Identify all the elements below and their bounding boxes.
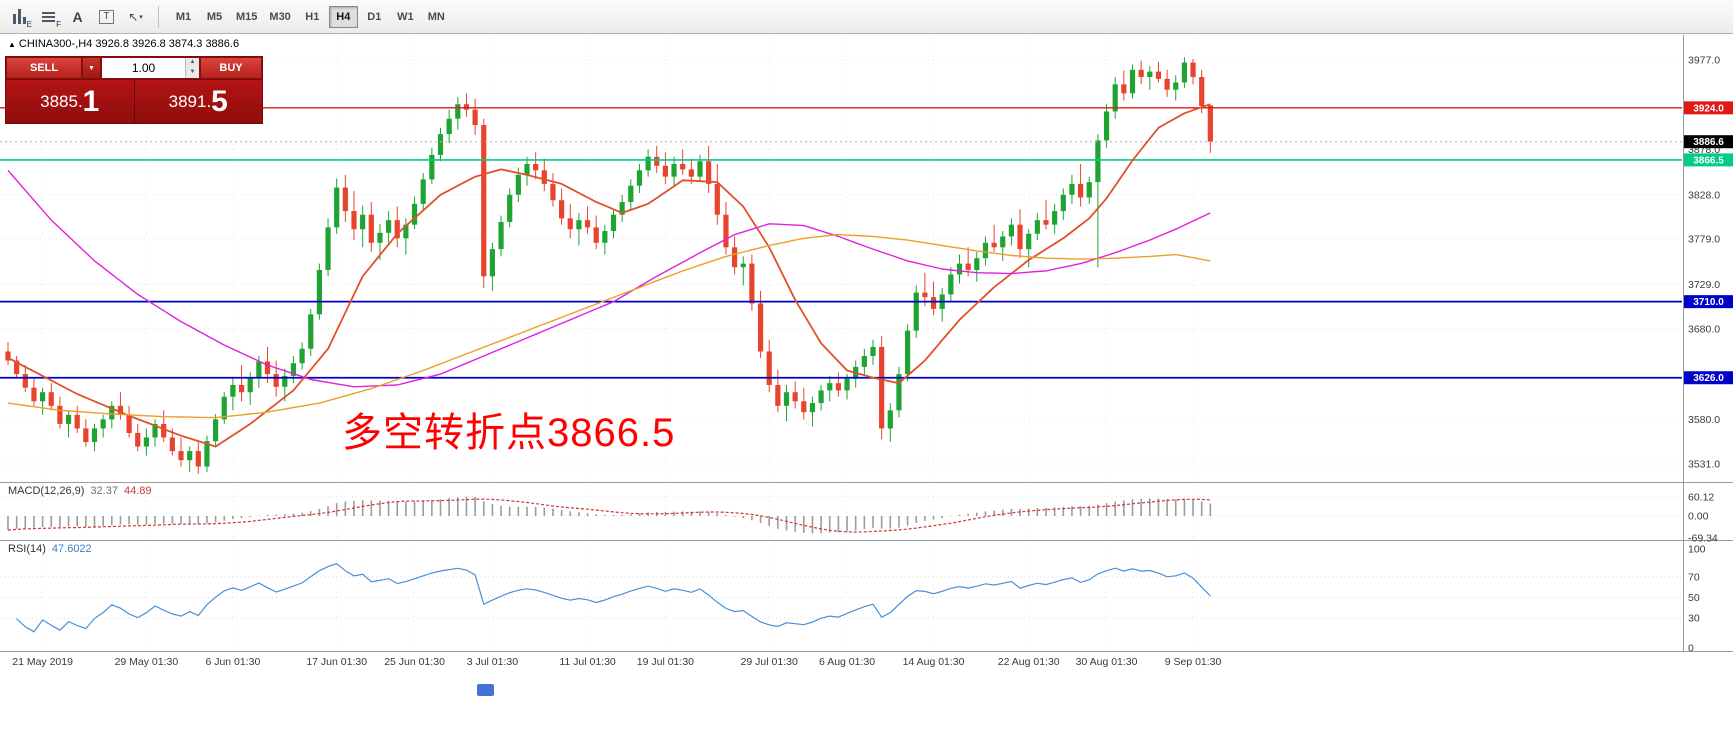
chart-mode-sub-label: E [26, 19, 32, 29]
trade-panel-controls: SELL ▼ 1.00 ▲ ▼ BUY [6, 57, 262, 79]
svg-text:30 Aug 01:30: 30 Aug 01:30 [1076, 656, 1138, 668]
candlestick-glyph [12, 9, 27, 24]
chevron-down-icon: ▾ [139, 13, 143, 21]
svg-text:3924.0: 3924.0 [1693, 103, 1724, 114]
stepper-down-icon[interactable]: ▼ [186, 68, 199, 78]
volume-input[interactable]: 1.00 ▲ ▼ [101, 57, 200, 79]
list-glyph [42, 10, 55, 24]
one-click-trade-panel: SELL ▼ 1.00 ▲ ▼ BUY 3885. 1 3891. 5 [5, 56, 263, 124]
buy-button[interactable]: BUY [200, 57, 262, 79]
timeframe-M5[interactable]: M5 [200, 6, 229, 28]
svg-text:-69.34: -69.34 [1688, 533, 1718, 545]
macd-indicator-label: MACD(12,26,9) 32.37 44.89 [8, 485, 151, 497]
svg-text:3580.0: 3580.0 [1688, 414, 1720, 426]
svg-text:19 Jul 01:30: 19 Jul 01:30 [637, 656, 694, 668]
macd-main-value: 32.37 [90, 485, 118, 497]
timeframe-M1[interactable]: M1 [169, 6, 198, 28]
svg-text:6 Jun 01:30: 6 Jun 01:30 [205, 656, 260, 668]
macd-signal-value: 44.89 [123, 485, 152, 497]
svg-text:3886.6: 3886.6 [1693, 137, 1724, 148]
svg-text:29 Jul 01:30: 29 Jul 01:30 [741, 656, 798, 668]
rsi-indicator-label: RSI(14) 47.6022 [8, 543, 92, 555]
sell-price[interactable]: 3885. 1 [6, 80, 135, 123]
volume-stepper: ▲ ▼ [185, 58, 199, 78]
macd-title: MACD(12,26,9) [8, 485, 85, 497]
timeframe-M30[interactable]: M30 [264, 6, 295, 28]
svg-text:3866.5: 3866.5 [1693, 155, 1724, 166]
timeframe-D1[interactable]: D1 [360, 6, 389, 28]
svg-text:22 Aug 01:30: 22 Aug 01:30 [998, 656, 1060, 668]
svg-text:3828.0: 3828.0 [1688, 189, 1720, 201]
text-box-tool-icon[interactable]: T [93, 5, 120, 29]
buy-price[interactable]: 3891. 5 [135, 80, 263, 123]
svg-text:3 Jul 01:30: 3 Jul 01:30 [467, 656, 519, 668]
indicator-list-icon[interactable]: F [35, 5, 62, 29]
trade-panel-prices: 3885. 1 3891. 5 [6, 79, 262, 123]
text-label-tool-icon[interactable]: A [64, 5, 91, 29]
timeframe-MN[interactable]: MN [422, 6, 451, 28]
chevron-down-icon: ▼ [88, 64, 95, 72]
timeframe-toolbar: M1 M5 M15 M30 H1 H4 D1 W1 MN [168, 5, 452, 28]
volume-value: 1.00 [131, 61, 156, 75]
svg-text:3729.0: 3729.0 [1688, 279, 1720, 291]
rsi-value: 47.6022 [51, 543, 92, 555]
svg-text:60.12: 60.12 [1688, 491, 1714, 503]
svg-text:9 Sep 01:30: 9 Sep 01:30 [1165, 656, 1222, 668]
timeframe-M15[interactable]: M15 [231, 6, 262, 28]
buy-price-main: 3891. [168, 91, 212, 111]
sell-price-main: 3885. [40, 91, 83, 111]
svg-text:3977.0: 3977.0 [1688, 54, 1720, 66]
text-label-glyph: A [72, 8, 83, 25]
svg-text:50: 50 [1688, 592, 1700, 604]
buy-price-big-digit: 5 [211, 84, 228, 118]
svg-text:21 May 2019: 21 May 2019 [12, 656, 73, 668]
symbol-header: ▲ CHINA300-,H4 3926.8 3926.8 3874.3 3886.… [8, 38, 239, 50]
svg-text:3779.0: 3779.0 [1688, 234, 1720, 246]
svg-text:3710.0: 3710.0 [1693, 297, 1724, 308]
svg-text:17 Jun 01:30: 17 Jun 01:30 [306, 656, 367, 668]
svg-text:3680.0: 3680.0 [1688, 323, 1720, 335]
symbol-marker-icon: ▲ [8, 40, 16, 49]
symbol-ohlc-text: CHINA300-,H4 3926.8 3926.8 3874.3 3886.6 [18, 38, 240, 50]
cursor-tool-icon[interactable]: ↖ ▾ [122, 5, 149, 29]
toolbar: E F A T ↖ ▾ M1 M5 M15 M30 H1 H4 D1 W1 MN [0, 0, 1733, 34]
volume-dropdown-button[interactable]: ▼ [82, 57, 101, 79]
svg-text:25 Jun 01:30: 25 Jun 01:30 [384, 656, 445, 668]
indicator-list-sub-label: F [56, 19, 61, 29]
svg-text:29 May 01:30: 29 May 01:30 [115, 656, 179, 668]
svg-text:30: 30 [1688, 613, 1700, 625]
timeframe-H1[interactable]: H1 [298, 6, 327, 28]
timeframe-H4[interactable]: H4 [328, 5, 358, 28]
blue-marker [477, 684, 494, 696]
svg-text:0: 0 [1688, 643, 1694, 655]
svg-text:3531.0: 3531.0 [1688, 458, 1720, 470]
timeframe-W1[interactable]: W1 [391, 6, 420, 28]
svg-text:0.00: 0.00 [1688, 511, 1709, 523]
cursor-glyph: ↖ [128, 9, 139, 24]
svg-text:14 Aug 01:30: 14 Aug 01:30 [903, 656, 965, 668]
svg-text:6 Aug 01:30: 6 Aug 01:30 [819, 656, 875, 668]
svg-text:70: 70 [1688, 571, 1700, 583]
svg-text:100: 100 [1688, 544, 1706, 556]
chart-mode-icon[interactable]: E [6, 5, 33, 29]
sell-button[interactable]: SELL [6, 57, 82, 79]
text-box-glyph: T [99, 9, 114, 24]
rsi-title: RSI(14) [8, 543, 46, 555]
sell-price-big-digit: 1 [82, 84, 100, 118]
stepper-up-icon[interactable]: ▲ [186, 58, 199, 68]
svg-text:11 Jul 01:30: 11 Jul 01:30 [559, 656, 616, 668]
svg-text:3626.0: 3626.0 [1693, 373, 1724, 384]
toolbar-separator [158, 5, 159, 28]
chart-annotation: 多空转折点3866.5 [342, 411, 676, 455]
